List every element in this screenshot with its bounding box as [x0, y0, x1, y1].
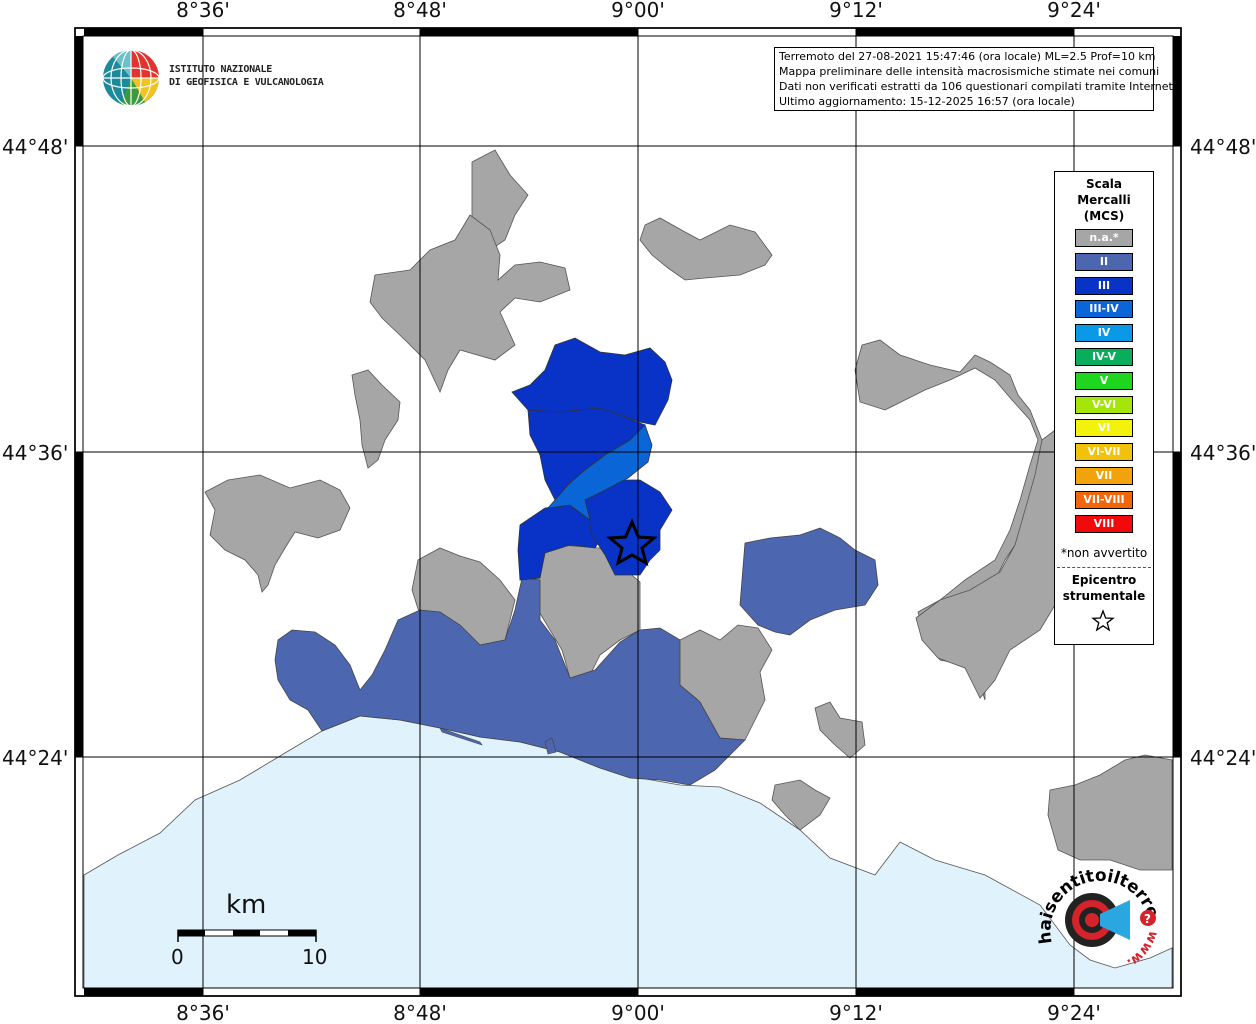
legend-title-line: Scala — [1085, 177, 1123, 191]
legend-swatch: VIII — [1075, 514, 1133, 533]
lat-label-left: 44°24' — [2, 746, 68, 770]
legend-swatch: n.a.* — [1075, 229, 1133, 247]
legend-swatch: II — [1075, 252, 1133, 271]
legend-swatch: III-IV — [1075, 300, 1133, 319]
legend-swatch: VII-VIII — [1075, 490, 1133, 509]
lon-label-bottom: 8°36' — [176, 1001, 230, 1024]
legend-swatch: VI-VII — [1075, 443, 1133, 462]
svg-text:?: ? — [1144, 912, 1151, 926]
lat-label-left: 44°36' — [2, 441, 68, 465]
question-icon — [1140, 910, 1156, 926]
lon-label-bottom: 9°12' — [829, 1001, 883, 1024]
lat-label-right: 44°24' — [1190, 746, 1256, 770]
intensity-legend: Scala Mercalli (MCS) n.a.* II III III-IV IV I… — [1054, 171, 1154, 645]
star-icon — [1091, 609, 1115, 632]
lat-label-left: 44°48' — [2, 135, 68, 159]
lon-label-bottom: 9°24' — [1047, 1001, 1101, 1024]
hsit-badge: haisentitoilterremoto.it www. ? — [1021, 833, 1170, 978]
legend-title-line: (MCS) — [1083, 209, 1125, 223]
legend-swatch: V-VI — [1075, 395, 1133, 414]
lon-label-top: 8°36' — [176, 0, 230, 22]
scale-max: 10 — [302, 945, 328, 969]
municipalities-iii-iv — [546, 424, 653, 521]
municipalities-iii — [511, 337, 673, 581]
lon-label-top: 9°24' — [1047, 0, 1101, 22]
event-info-box: Terremoto del 27-08-2021 15:47:46 (ora l… — [774, 47, 1177, 111]
lat-label-right: 44°48' — [1190, 135, 1256, 159]
event-info-line: Mappa preliminare delle intensità macros… — [779, 65, 1160, 78]
scale-bar — [177, 929, 317, 942]
legend-epicenter-line: strumentale — [1062, 589, 1146, 603]
megaphone-icon — [1100, 900, 1130, 940]
legend-swatch: VI — [1075, 419, 1133, 438]
lon-label-top: 9°12' — [829, 0, 883, 22]
legend-swatch: VII — [1075, 467, 1133, 485]
legend-title-line: Mercalli — [1077, 193, 1131, 207]
legend-divider — [1057, 567, 1151, 568]
scale-min: 0 — [171, 945, 184, 969]
map-border — [75, 28, 1181, 996]
epicenter-star-icon — [606, 518, 658, 567]
lon-label-bottom: 9°00' — [611, 1001, 665, 1024]
event-info-line: Terremoto del 27-08-2021 15:47:46 (ora l… — [779, 50, 1156, 63]
legend-swatch: III — [1075, 276, 1133, 295]
lat-label-right: 44°36' — [1190, 441, 1256, 465]
legend-swatch: IV-V — [1075, 348, 1133, 366]
legend-swatch: IV — [1075, 324, 1133, 343]
lon-label-bottom: 8°48' — [393, 1001, 447, 1024]
logo-line-1: ISTITUTO NAZIONALE — [169, 64, 272, 75]
legend-swatch: V — [1075, 371, 1133, 390]
event-info-line: Ultimo aggiornamento: 15-12-2025 16:57 (… — [779, 95, 1075, 108]
harbor-details — [439, 727, 557, 755]
sea — [83, 715, 1173, 989]
event-info-line: Dati non verificati estratti da 106 ques… — [779, 80, 1177, 93]
globe-icon — [102, 49, 160, 107]
municipalities-na — [204, 149, 1173, 871]
lon-label-top: 8°48' — [393, 0, 447, 22]
municipalities-ii — [274, 527, 879, 786]
scale-unit: km — [226, 890, 267, 920]
ingv-logo: ISTITUTO NAZIONALE DI GEOFISICA E VULCAN… — [101, 47, 341, 109]
legend-epicenter-line: Epicentro — [1071, 573, 1137, 587]
logo-line-2: DI GEOFISICA E VULCANOLOGIA — [169, 77, 324, 88]
lon-label-top: 9°00' — [611, 0, 665, 22]
legend-note: *non avvertito — [1060, 546, 1148, 560]
